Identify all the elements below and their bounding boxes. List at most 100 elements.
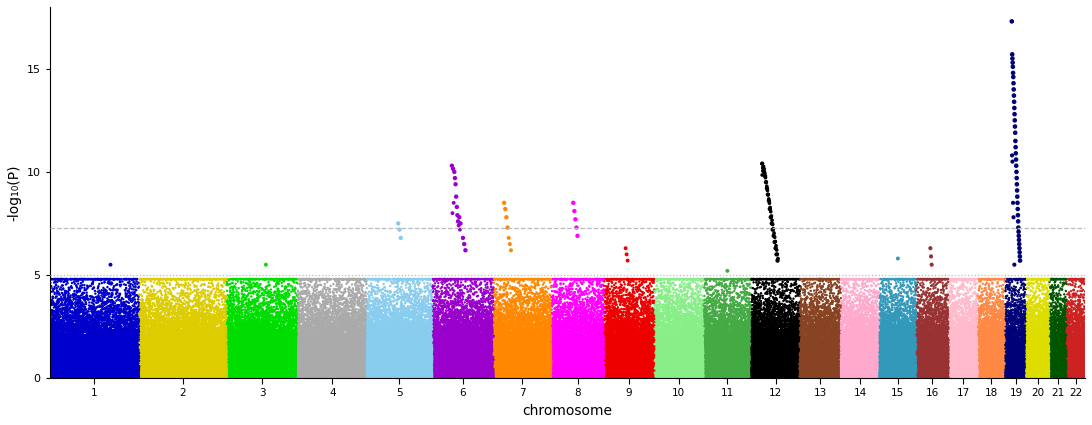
Point [982,331,999,338]
Point [332,305,349,312]
Point [860,363,878,370]
Point [320,350,337,357]
Point [781,373,798,380]
Point [572,358,590,365]
Point [854,363,871,370]
Point [335,340,353,347]
Point [483,357,500,364]
Point [1061,374,1079,381]
Point [807,374,824,380]
Point [832,374,850,381]
Point [819,355,836,362]
Point [111,371,129,378]
Point [105,369,122,376]
Point [900,366,917,373]
Point [949,304,966,311]
Point [1013,304,1031,311]
Point [557,346,574,353]
Point [447,374,464,381]
Point [400,350,417,357]
Point [485,303,502,310]
Point [163,343,180,350]
Point [482,368,499,375]
Point [746,339,763,346]
Point [111,308,129,314]
Point [832,350,850,357]
Point [1058,358,1076,365]
Point [127,364,144,371]
Point [86,351,104,358]
Point [1037,337,1055,344]
Point [492,346,510,353]
Point [100,374,118,381]
Point [517,363,534,369]
Point [630,373,648,380]
Point [260,369,277,376]
Point [1043,363,1060,370]
Point [551,364,569,371]
Point [373,355,391,362]
Point [821,342,839,349]
Point [911,359,928,366]
Point [543,354,560,360]
Point [886,352,903,359]
Point [401,276,418,283]
Point [169,365,187,371]
Point [740,344,758,351]
Point [508,361,525,368]
Point [560,366,578,372]
Point [302,336,320,343]
Point [198,370,215,377]
Point [268,352,285,359]
Point [770,355,787,362]
Point [645,362,663,368]
Point [427,366,444,372]
Point [961,325,978,332]
Point [922,321,939,328]
Point [992,346,1009,352]
Point [293,361,310,368]
Point [675,371,692,378]
Point [135,360,153,367]
Point [1004,335,1021,342]
Point [756,336,773,343]
Point [93,340,110,346]
Point [912,372,929,379]
Point [387,339,404,346]
Point [189,365,206,372]
Point [266,339,284,346]
Point [674,374,691,380]
Point [479,323,497,330]
Point [264,353,282,360]
Point [614,366,631,373]
Point [80,351,97,357]
Point [539,342,557,349]
Point [288,343,306,349]
Point [114,348,131,355]
Point [745,331,762,338]
Point [192,373,210,380]
Point [61,362,79,369]
Point [389,358,406,365]
Point [122,363,140,370]
Point [290,350,308,357]
Point [98,350,116,357]
Point [1061,365,1079,372]
Point [406,361,424,368]
Point [1004,344,1021,351]
Point [265,372,283,379]
Point [725,346,743,353]
Point [816,340,833,346]
Point [644,371,662,378]
Point [388,369,405,376]
Point [284,349,301,356]
Point [237,355,254,362]
Point [841,362,858,369]
Point [937,370,954,377]
Point [787,370,805,377]
Point [913,366,930,373]
Point [690,329,708,336]
Point [41,371,59,378]
Point [605,374,622,381]
Point [453,369,471,376]
